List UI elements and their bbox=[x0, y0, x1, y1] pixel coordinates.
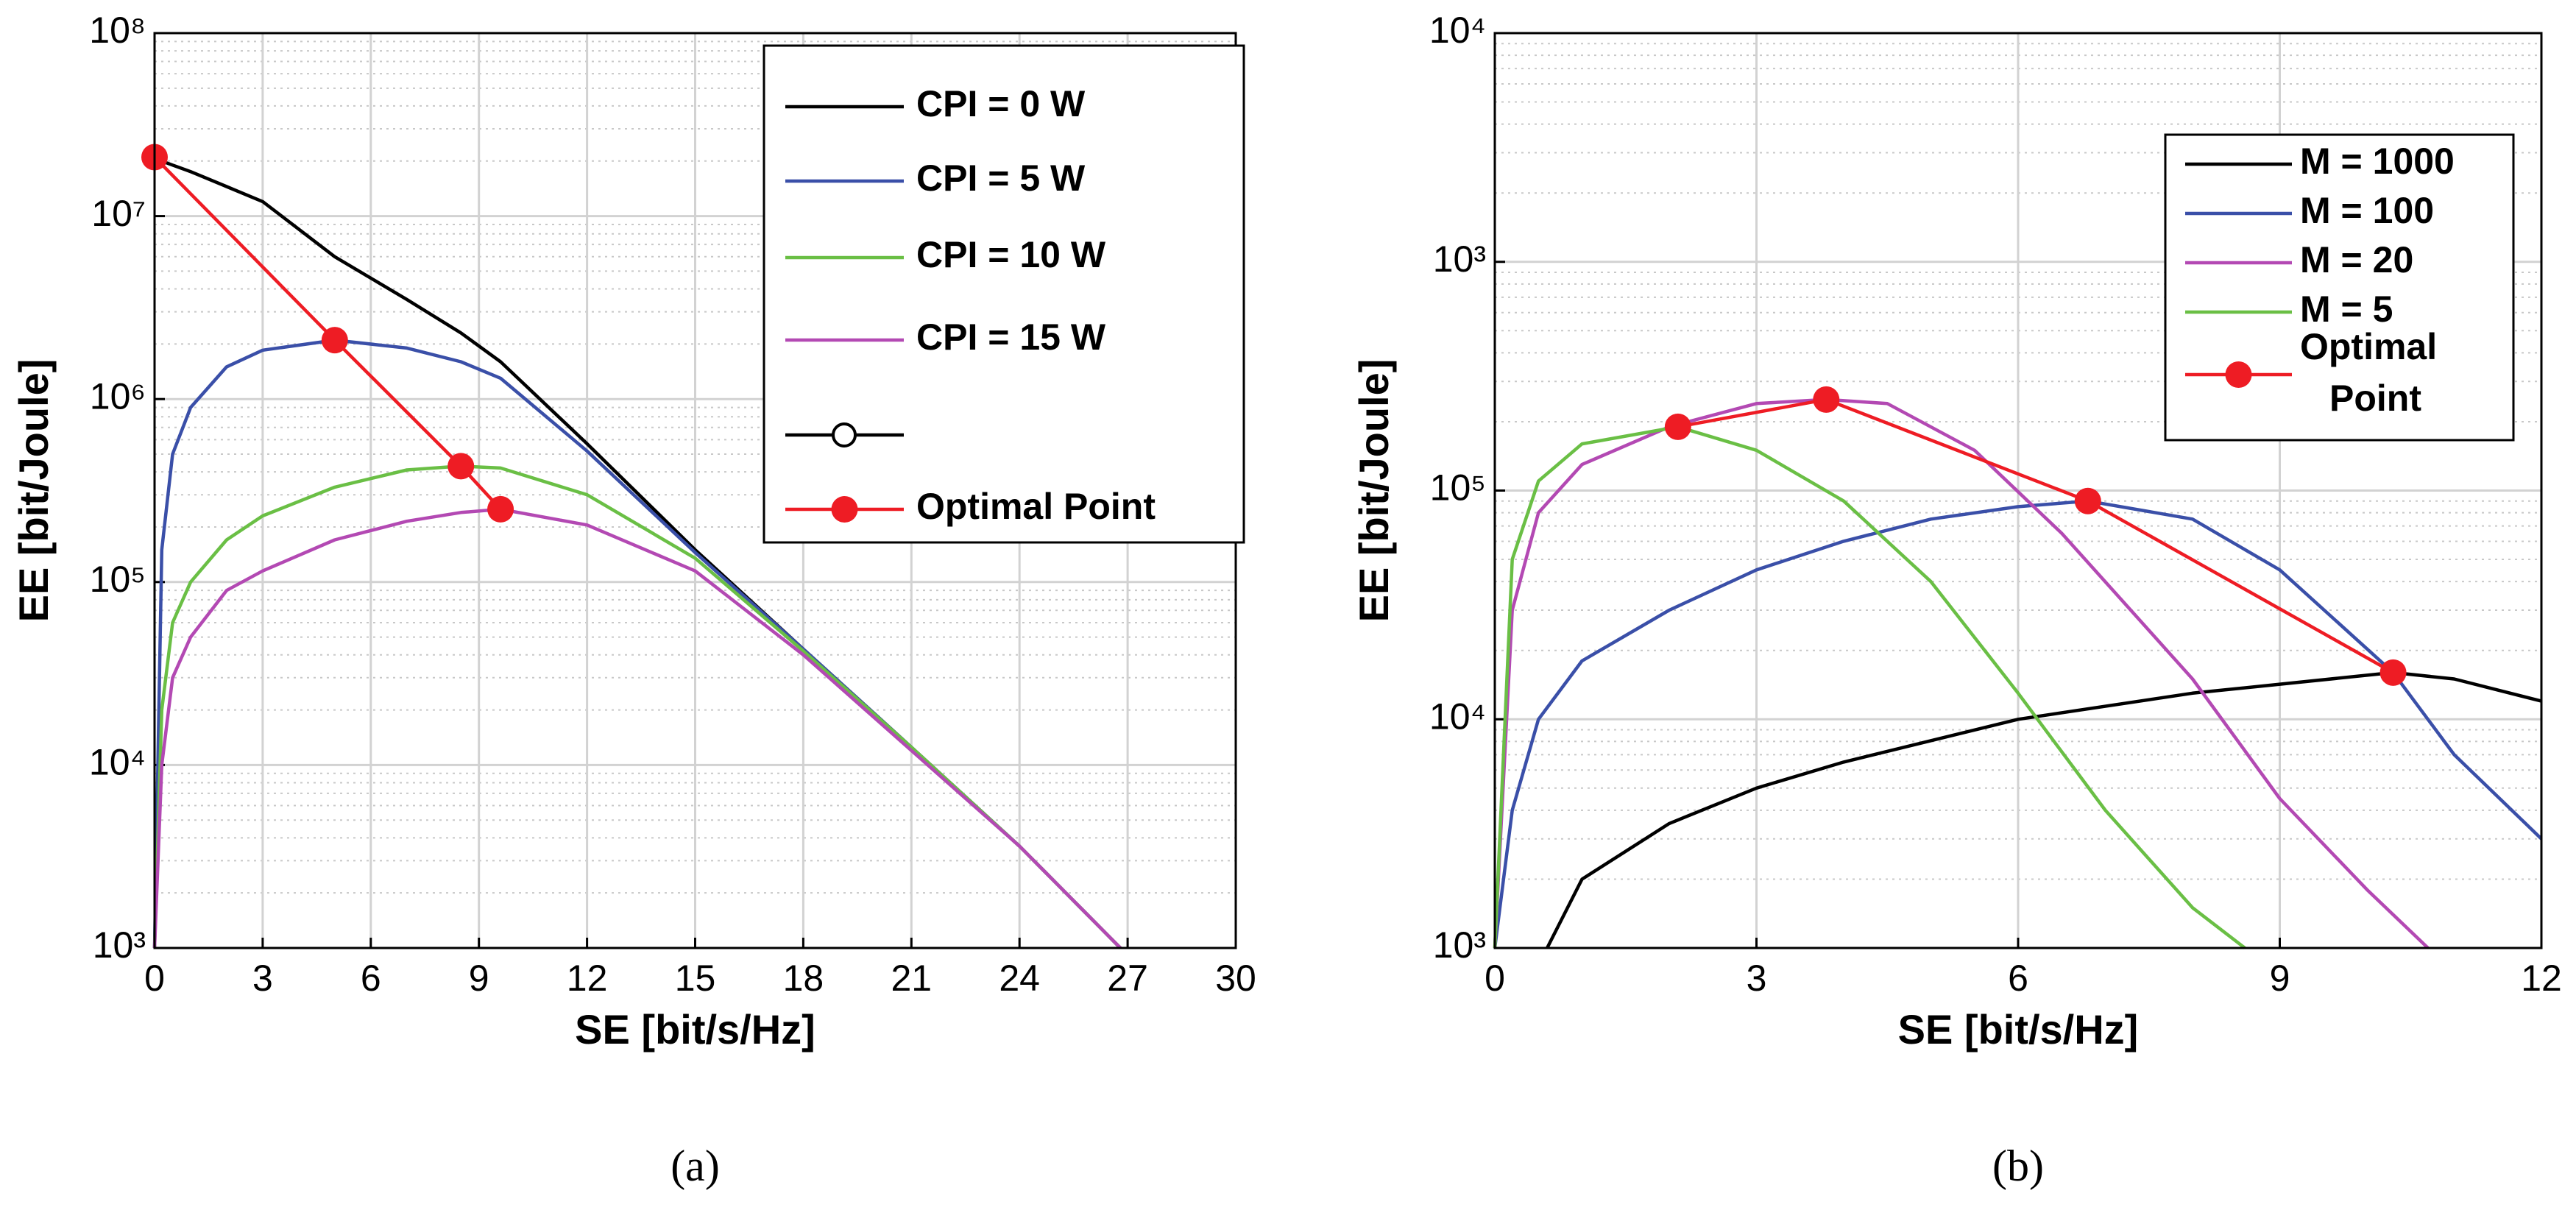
legend-box bbox=[762, 44, 1245, 544]
y-tick-label: 10³ bbox=[93, 924, 146, 966]
y-tick-label: 10³ bbox=[1433, 924, 1486, 966]
legend-label: CPI = 15 W bbox=[916, 316, 1106, 358]
legend-label: M = 1000 bbox=[2300, 141, 2455, 182]
y-tick-label: 10⁴ bbox=[1429, 10, 1486, 51]
x-tick-label: 0 bbox=[144, 958, 165, 999]
legend-marker bbox=[2225, 361, 2252, 388]
series-line bbox=[1546, 671, 2542, 949]
legend-label: CPI = 10 W bbox=[916, 234, 1106, 275]
series-line bbox=[1677, 397, 2394, 674]
x-tick-label: 27 bbox=[1107, 958, 1148, 999]
x-tick-label: 18 bbox=[783, 958, 824, 999]
y-tick-label: 10⁸ bbox=[89, 10, 146, 51]
y-axis-label: EE [bit/Joule] bbox=[10, 359, 57, 623]
legend-label: CPI = 5 W bbox=[916, 158, 1086, 199]
data-marker bbox=[1813, 386, 1840, 413]
legend-marker bbox=[832, 422, 857, 447]
legend-label: M = 20 bbox=[2300, 239, 2413, 280]
x-tick-label: 9 bbox=[2270, 958, 2290, 999]
series-line bbox=[152, 464, 1122, 949]
x-tick-label: 12 bbox=[567, 958, 608, 999]
legend-label: M = 5 bbox=[2300, 289, 2393, 330]
series-line bbox=[1493, 425, 2246, 949]
y-tick-label: 10⁴ bbox=[89, 742, 146, 783]
x-tick-label: 3 bbox=[252, 958, 273, 999]
y-tick-label: 10⁷ bbox=[91, 193, 146, 234]
x-tick-label: 12 bbox=[2521, 958, 2562, 999]
x-tick-label: 6 bbox=[361, 958, 381, 999]
y-axis-label: EE [bit/Joule] bbox=[1351, 359, 1397, 623]
y-tick-label: 10⁵ bbox=[90, 559, 146, 600]
legend-box bbox=[2164, 133, 2515, 442]
y-tick-label: 10⁴ bbox=[1429, 696, 1486, 737]
legend-label: CPI = 0 W bbox=[916, 83, 1086, 124]
series-line bbox=[1493, 499, 2543, 949]
x-tick-label: 24 bbox=[999, 958, 1040, 999]
data-marker bbox=[321, 327, 348, 354]
legend-label: M = 100 bbox=[2300, 190, 2434, 231]
x-axis-label: SE [bit/s/Hz] bbox=[1898, 1006, 2139, 1052]
series-line bbox=[153, 155, 502, 511]
x-tick-label: 30 bbox=[1215, 958, 1256, 999]
data-marker bbox=[1664, 413, 1691, 440]
x-tick-label: 3 bbox=[1747, 958, 1767, 999]
y-tick-label: 10³ bbox=[1433, 238, 1486, 280]
legend-label: Optimal Point bbox=[2300, 326, 2447, 419]
plot-border bbox=[1493, 32, 2543, 949]
y-tick-label: 10⁶ bbox=[90, 375, 146, 417]
data-marker bbox=[447, 453, 475, 480]
x-tick-label: 9 bbox=[469, 958, 489, 999]
x-axis-label: SE [bit/s/Hz] bbox=[575, 1006, 815, 1052]
data-marker bbox=[2074, 487, 2101, 514]
series-line bbox=[1493, 397, 2430, 949]
caption: (b) bbox=[1992, 1142, 2044, 1190]
x-tick-label: 6 bbox=[2008, 958, 2028, 999]
y-tick-label: 10⁵ bbox=[1430, 467, 1486, 509]
x-tick-label: 15 bbox=[675, 958, 716, 999]
legend-label: Optimal Point bbox=[916, 486, 1156, 527]
x-tick-label: 0 bbox=[1485, 958, 1505, 999]
legend-marker bbox=[831, 496, 858, 523]
x-tick-label: 21 bbox=[891, 958, 932, 999]
legend-blank-entry bbox=[785, 422, 904, 447]
series-line bbox=[152, 507, 1122, 949]
data-marker bbox=[2379, 659, 2407, 686]
caption: (a) bbox=[670, 1142, 720, 1190]
data-marker bbox=[487, 495, 514, 523]
